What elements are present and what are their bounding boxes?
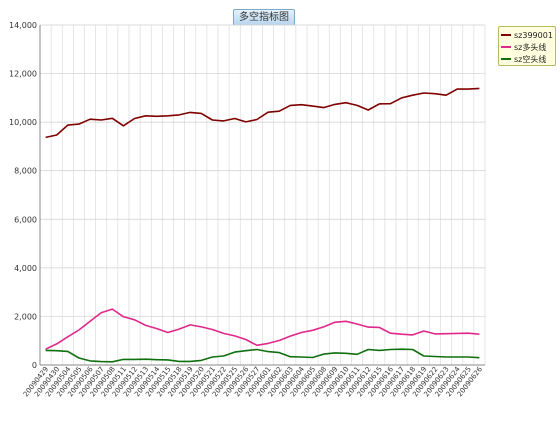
legend-label: sz空头线 [514,54,547,64]
legend-swatch [501,58,511,60]
y-tick-label: 0 [32,361,37,370]
legend-item: sz399001 [501,29,553,41]
series-line-2 [45,348,480,363]
legend-item: sz多头线 [501,41,553,53]
x-tick-labels: 2009042920090430200905042009050520090506… [22,365,484,398]
y-tick-label: 8,000 [14,167,37,176]
grid [39,24,486,366]
axes: 0 2,000 4,000 6,000 8,000 10,000 12,000 14,000 [9,21,485,370]
series-line-1 [45,308,480,350]
legend-swatch [501,34,511,36]
legend: sz399001 sz多头线 sz空头线 [498,26,556,66]
legend-item: sz空头线 [501,53,553,65]
y-tick-label: 2,000 [14,312,37,321]
legend-swatch [501,46,511,48]
y-tick-label: 4,000 [14,264,37,273]
legend-label: sz多头线 [514,42,547,52]
y-tick-label: 12,000 [9,70,37,79]
legend-label: sz399001 [514,30,553,40]
series-line-0 [45,87,480,139]
y-tick-label: 6,000 [14,215,37,224]
y-tick-label: 14,000 [9,21,37,30]
series-lines [45,87,480,363]
y-tick-label: 10,000 [9,118,37,127]
